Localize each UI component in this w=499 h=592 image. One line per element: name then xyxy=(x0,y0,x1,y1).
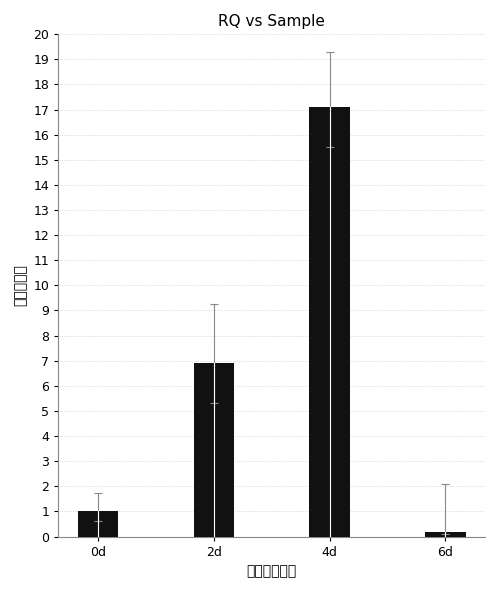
Title: RQ vs Sample: RQ vs Sample xyxy=(218,14,325,29)
Bar xyxy=(78,511,118,536)
Y-axis label: 相对表达量: 相对表达量 xyxy=(14,265,28,306)
Bar xyxy=(425,532,466,536)
Bar xyxy=(309,107,350,536)
X-axis label: 干旱处理天数: 干旱处理天数 xyxy=(247,564,297,578)
Bar xyxy=(194,363,234,536)
